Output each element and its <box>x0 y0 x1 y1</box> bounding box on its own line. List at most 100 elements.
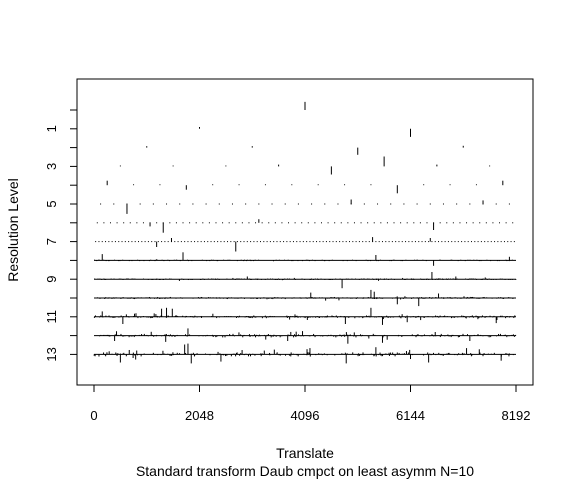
coefficient-dot <box>424 241 426 243</box>
coefficient-dot <box>419 222 421 224</box>
x-tick-label: 6144 <box>396 408 425 423</box>
coefficient-dot <box>426 222 428 224</box>
coefficient-dot <box>177 241 179 243</box>
coefficient-dot <box>503 241 505 243</box>
x-axis-title: Translate <box>276 445 334 461</box>
coefficient-dot <box>345 241 347 243</box>
coefficient-dot <box>457 241 459 243</box>
coefficient-dot <box>329 241 331 243</box>
coefficient-dot <box>352 241 354 243</box>
coefficient-dot <box>429 203 431 205</box>
coefficient-dot <box>474 241 476 243</box>
coefficient-dot <box>327 222 329 224</box>
coefficient-dot <box>283 241 285 243</box>
coefficient-dot <box>139 203 141 205</box>
coefficient-dot <box>296 241 298 243</box>
coefficient-dot <box>363 203 365 205</box>
coefficient-dot <box>197 241 199 243</box>
coefficient-dot <box>377 203 379 205</box>
coefficient-dot <box>200 241 202 243</box>
coefficient-dot <box>166 203 168 205</box>
coefficient-dot <box>129 222 131 224</box>
coefficient-dot <box>116 222 118 224</box>
coefficient-dot <box>334 222 336 224</box>
plot-box <box>76 78 534 386</box>
coefficient-dot <box>309 241 311 243</box>
coefficient-dot <box>373 222 375 224</box>
coefficient-dot <box>190 241 192 243</box>
coefficient-dot <box>358 241 360 243</box>
x-tick-label: 4096 <box>291 408 320 423</box>
coefficient-dot <box>175 222 177 224</box>
coefficient-dot <box>322 241 324 243</box>
coefficient-dot <box>136 222 138 224</box>
coefficient-dot <box>324 203 326 205</box>
coefficient-dot <box>444 241 446 243</box>
coefficient-dot <box>513 241 515 243</box>
coefficient-dot <box>144 241 146 243</box>
coefficient-dot <box>142 222 144 224</box>
coefficient-dot <box>121 241 123 243</box>
coefficient-dot <box>236 241 238 243</box>
y-tick-label: 11 <box>44 310 59 324</box>
coefficient-dot <box>472 222 474 224</box>
coefficient-dot <box>495 203 497 205</box>
coefficient-dot <box>470 241 472 243</box>
coefficient-dot <box>248 222 250 224</box>
coefficient-dot <box>446 222 448 224</box>
coefficient-dot <box>284 203 286 205</box>
coefficient-dot <box>452 222 454 224</box>
coefficient-dot <box>187 241 189 243</box>
coefficient-dot <box>227 241 229 243</box>
coefficient-dot <box>368 241 370 243</box>
coefficient-dot <box>464 241 466 243</box>
coefficient-dot <box>480 241 482 243</box>
coefficient-dot <box>189 222 191 224</box>
coefficient-dot <box>217 241 219 243</box>
coefficient-dot <box>391 241 393 243</box>
coefficient-dot <box>218 203 220 205</box>
coefficient-dot <box>381 241 383 243</box>
coefficient-dot <box>490 241 492 243</box>
coefficient-dot <box>256 241 258 243</box>
coefficient-dot <box>223 241 225 243</box>
coefficient-dot <box>319 241 321 243</box>
coefficient-dot <box>230 241 232 243</box>
coefficient-dot <box>108 241 110 243</box>
coefficient-dot <box>179 203 181 205</box>
coefficient-dot <box>335 241 337 243</box>
coefficient-dot <box>431 241 433 243</box>
coefficient-dot <box>269 241 271 243</box>
coefficient-dot <box>192 203 194 205</box>
coefficient-dot <box>484 241 486 243</box>
coefficient-dot <box>360 222 362 224</box>
coefficient-dot <box>151 241 153 243</box>
y-tick-label: 7 <box>44 238 59 245</box>
y-tick-label: 3 <box>44 163 59 170</box>
coefficient-dot <box>434 241 436 243</box>
coefficient-dot <box>266 241 268 243</box>
coefficient-dot <box>288 222 290 224</box>
coefficient-dot <box>134 241 136 243</box>
coefficient-dot <box>418 241 420 243</box>
coefficient-dot <box>243 241 245 243</box>
coefficient-dot <box>307 222 309 224</box>
coefficient-dot <box>487 241 489 243</box>
coefficient-dot <box>182 222 184 224</box>
coefficient-dot <box>96 222 98 224</box>
coefficient-dot <box>180 241 182 243</box>
coefficient-dot <box>246 241 248 243</box>
coefficient-dot <box>161 241 163 243</box>
coefficient-dot <box>494 241 496 243</box>
coefficient-dot <box>400 222 402 224</box>
coefficient-dot <box>240 241 242 243</box>
coefficient-dot <box>355 241 357 243</box>
coefficient-dot <box>405 241 407 243</box>
coefficient-dot <box>362 241 364 243</box>
coefficient-dot <box>220 241 222 243</box>
coefficient-dot <box>202 222 204 224</box>
coefficient-marks <box>93 101 517 364</box>
coefficient-dot <box>195 222 197 224</box>
